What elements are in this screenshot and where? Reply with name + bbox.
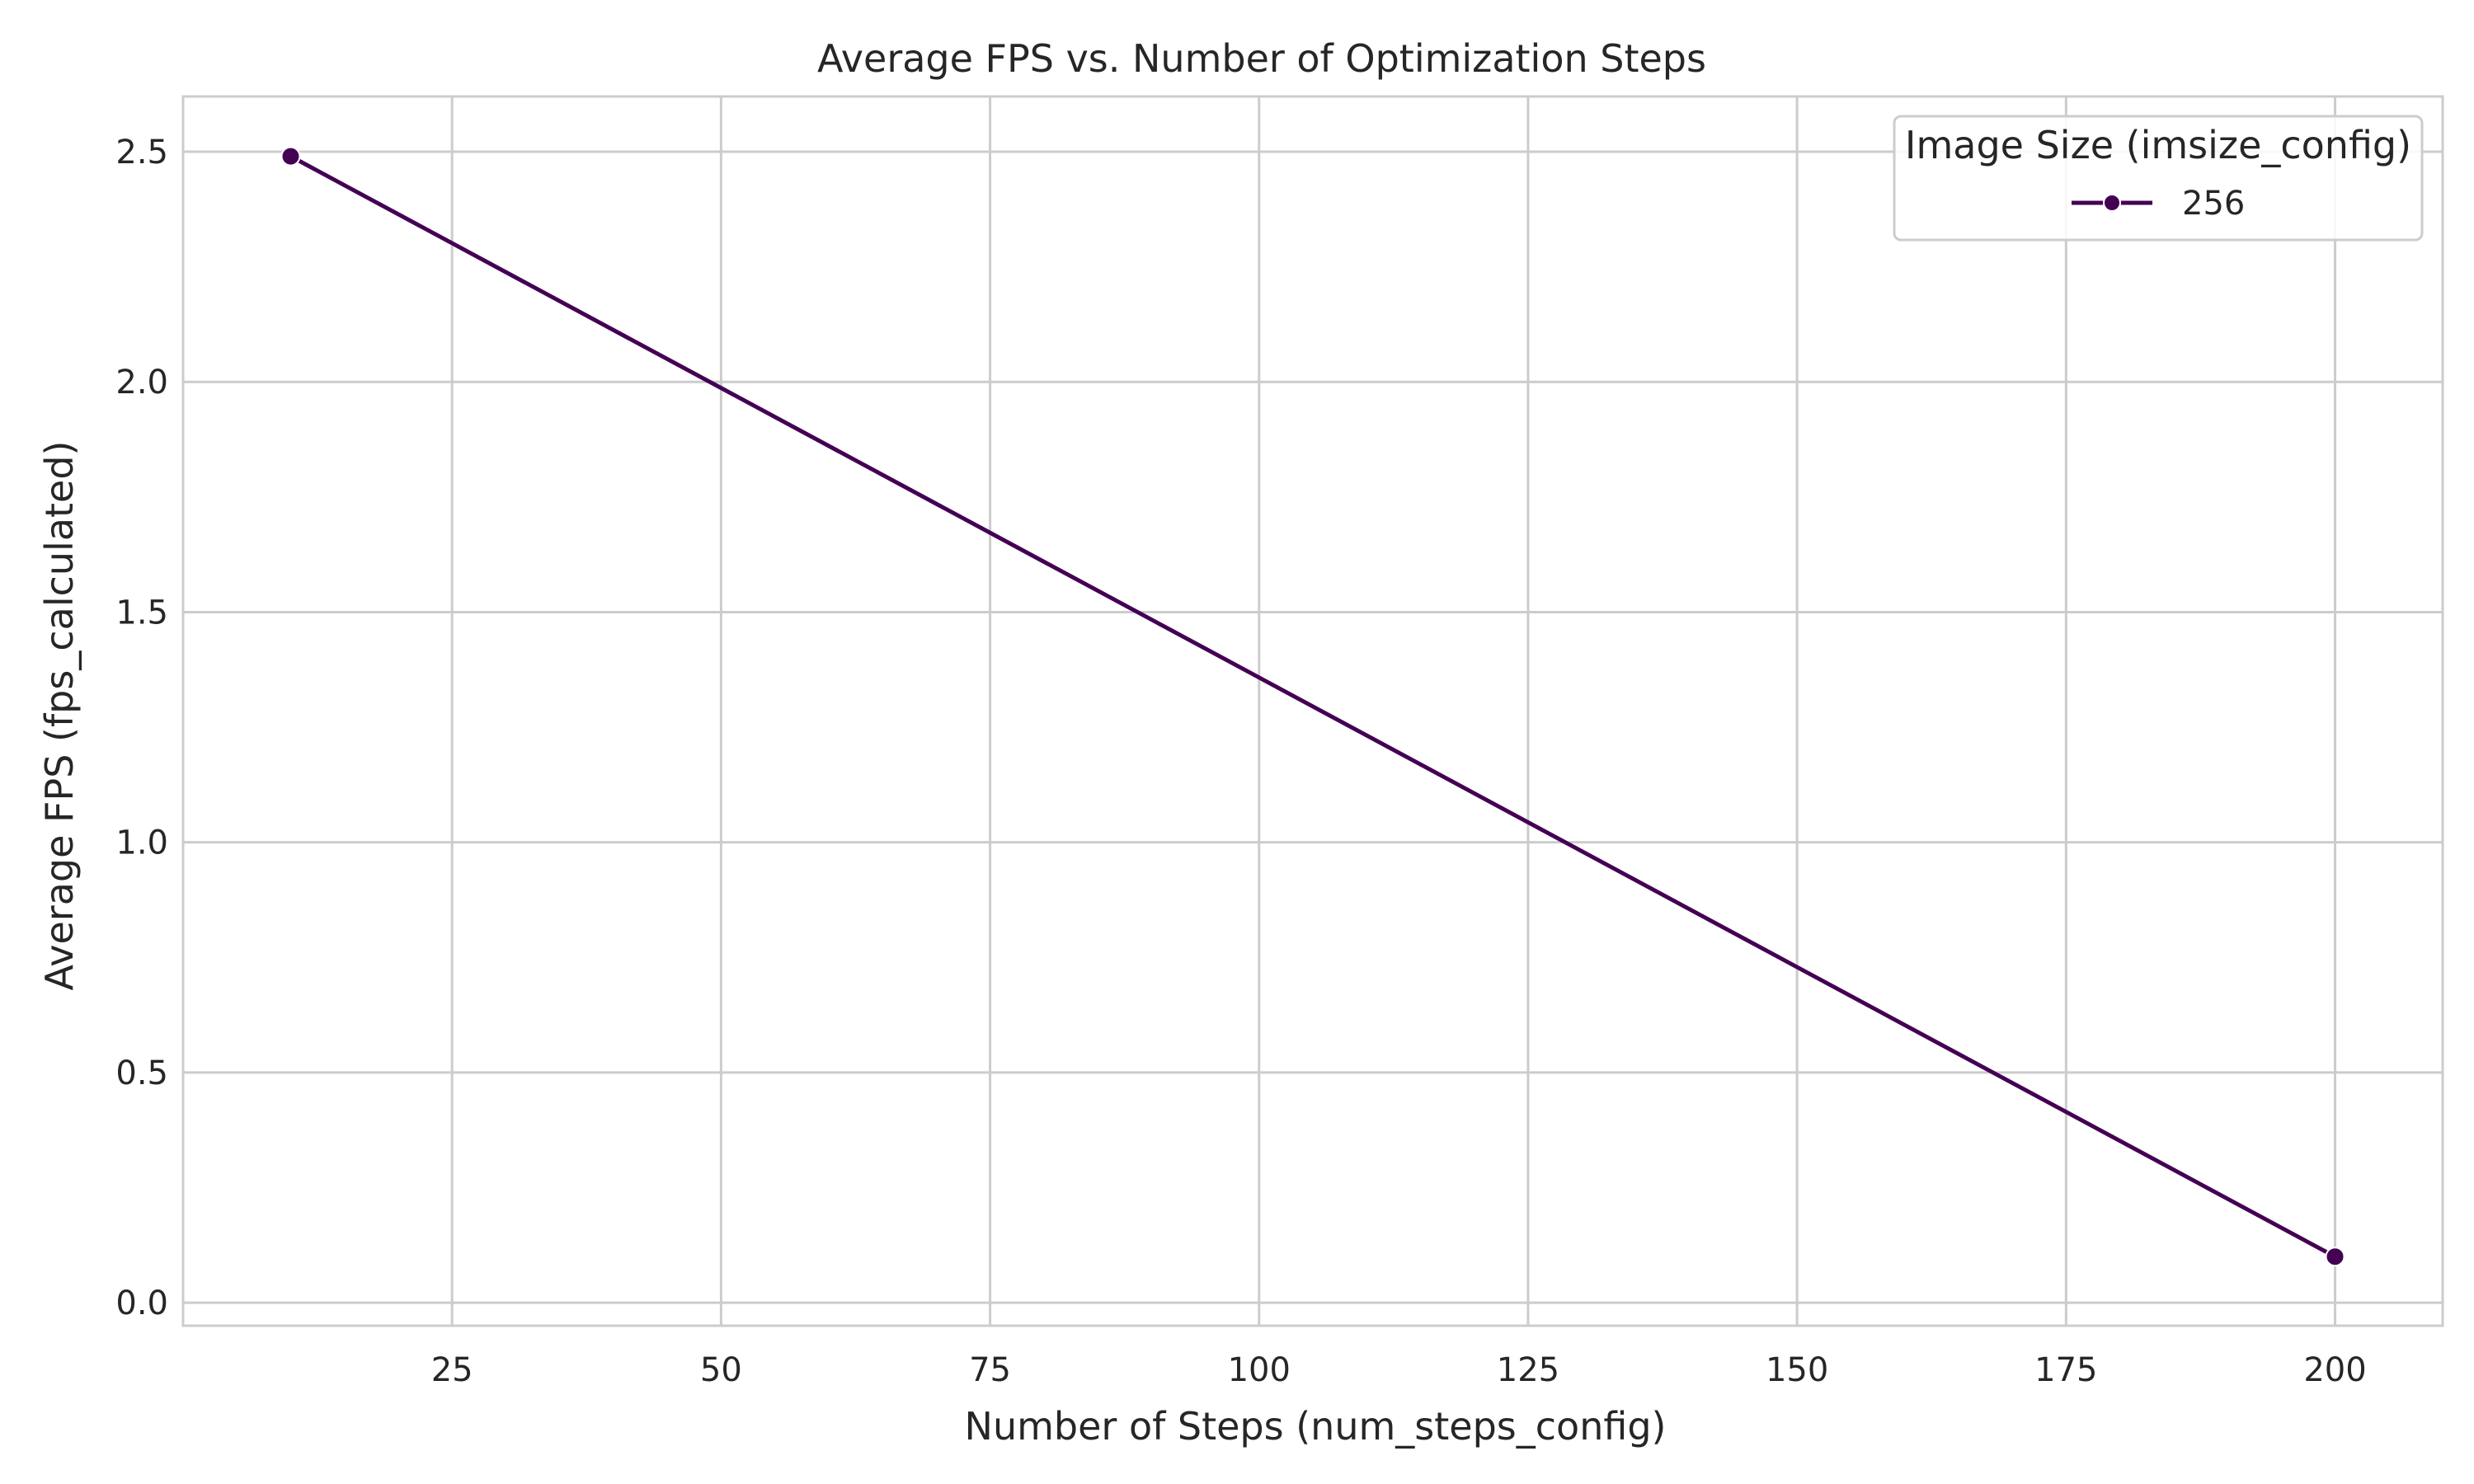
y-tick-label-0.5: 0.5 xyxy=(115,1054,168,1092)
x-axis-title: Number of Steps (num_steps_config) xyxy=(965,1404,1667,1449)
x-tick-label-125: 125 xyxy=(1497,1351,1559,1389)
x-tick-label-175: 175 xyxy=(2034,1351,2097,1389)
y-axis-title: Average FPS (fps_calculated) xyxy=(37,441,82,991)
x-tick-label-150: 150 xyxy=(1766,1351,1828,1389)
x-tick-label-25: 25 xyxy=(431,1351,473,1389)
x-tick-label-100: 100 xyxy=(1228,1351,1291,1389)
x-tick-label-200: 200 xyxy=(2303,1351,2366,1389)
y-tick-label-2.5: 2.5 xyxy=(115,134,168,171)
tick-labels: 25 50 75 100 125 150 175 200 0.0 0.5 1.0 1.5 2.0 2.5 xyxy=(115,134,2366,1389)
series-layer xyxy=(280,146,2345,1267)
plot-frame xyxy=(181,95,2444,1327)
x-tick-label-75: 75 xyxy=(969,1351,1011,1389)
y-tick-label-2.0: 2.0 xyxy=(115,364,168,402)
x-tick-label-50: 50 xyxy=(700,1351,742,1389)
legend: Image Size (imsize_config) 256 xyxy=(1893,115,2424,242)
y-tick-label-1.0: 1.0 xyxy=(115,824,168,862)
data-point-10 xyxy=(280,146,301,167)
grid-lines xyxy=(183,96,2443,1326)
legend-marker-256 xyxy=(2103,194,2121,212)
legend-label-256: 256 xyxy=(2182,185,2245,223)
y-tick-label-1.5: 1.5 xyxy=(115,594,168,632)
legend-box xyxy=(1893,115,2424,242)
y-tick-label-0.0: 0.0 xyxy=(115,1284,168,1322)
data-point-200 xyxy=(2325,1247,2345,1267)
series-line-256 xyxy=(289,154,2336,1259)
legend-title: Image Size (imsize_config) xyxy=(1905,123,2411,167)
chart-title: Average FPS vs. Number of Optimization S… xyxy=(817,36,1706,81)
